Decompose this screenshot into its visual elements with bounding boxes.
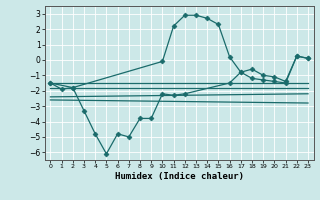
X-axis label: Humidex (Indice chaleur): Humidex (Indice chaleur) (115, 172, 244, 181)
